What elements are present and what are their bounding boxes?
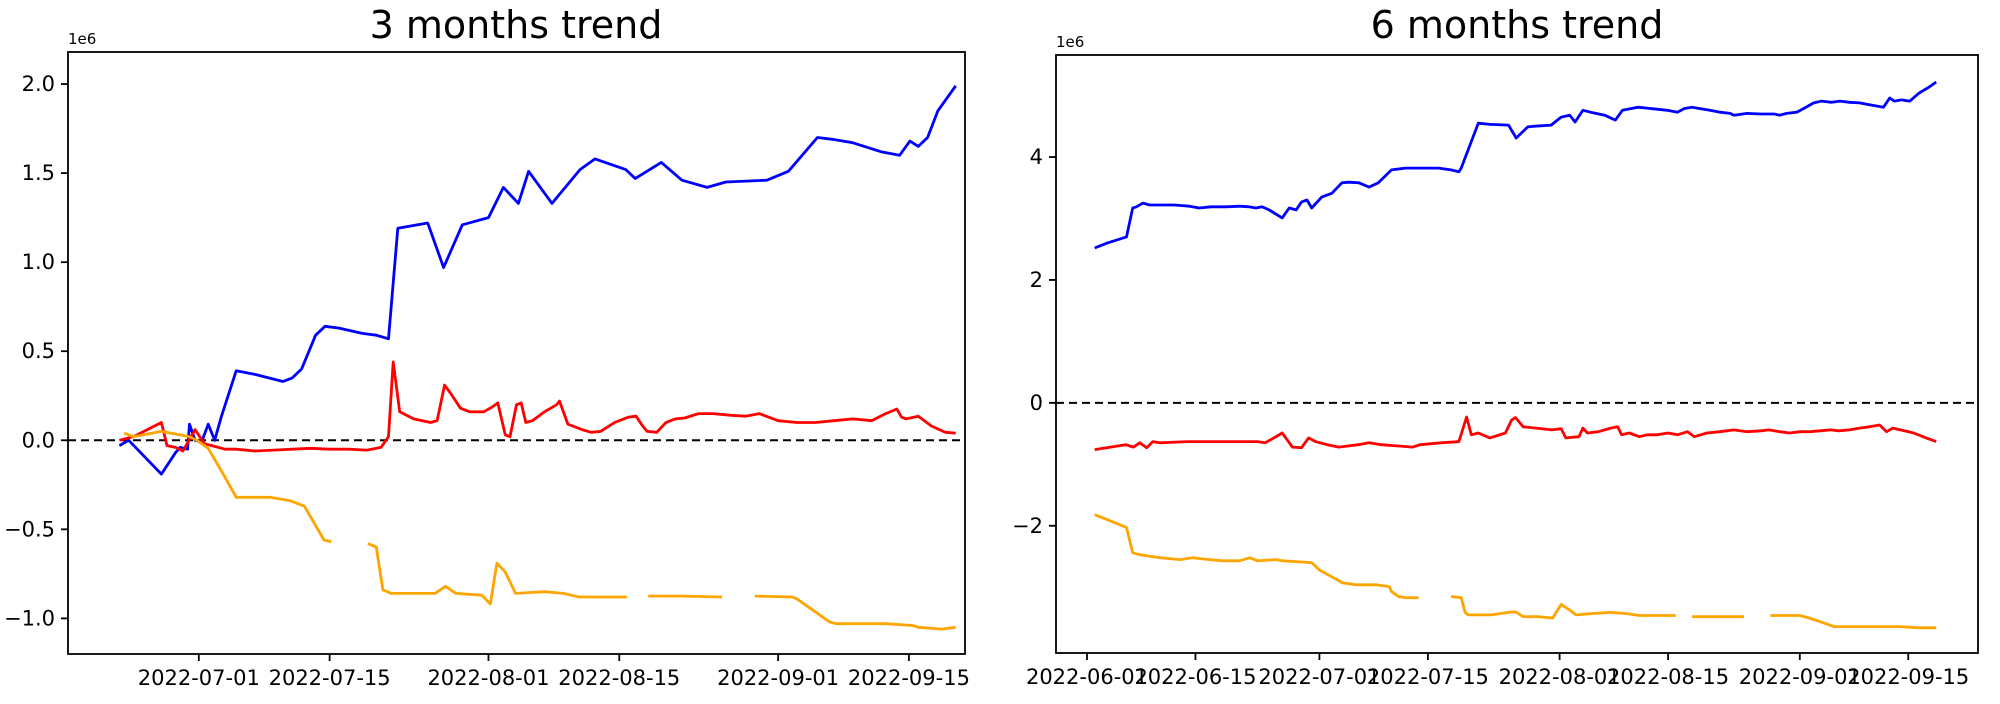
x-tick-label: 2022-09-01	[1739, 665, 1861, 689]
left-y-axis-offset-label: 1e6	[68, 30, 96, 48]
x-tick-label: 2022-07-15	[269, 666, 391, 690]
x-tick-label: 2022-07-01	[138, 666, 260, 690]
x-tick-label: 2022-07-01	[1258, 665, 1380, 689]
series-blue	[118, 84, 957, 476]
y-tick-label: 1.5	[22, 161, 55, 185]
y-tick-label: 0	[1030, 391, 1043, 415]
y-tick-label: −2	[1012, 514, 1043, 538]
y-tick-label: 0.5	[22, 339, 55, 363]
y-tick-label: −0.5	[4, 517, 55, 541]
x-tick-label: 2022-06-15	[1134, 665, 1256, 689]
y-tick-label: 1.0	[22, 250, 55, 274]
y-tick-label: 2.0	[22, 72, 55, 96]
y-tick-label: 4	[1030, 145, 1043, 169]
series-red	[1094, 415, 1937, 451]
x-tick-label: 2022-07-15	[1367, 665, 1489, 689]
left-chart-3-months: 2022-07-01 2022-07-15 2022-08-01 2022-08-15…	[4, 51, 970, 690]
x-tick-label: 2022-09-01	[717, 666, 839, 690]
x-tick-label: 2022-08-15	[558, 666, 680, 690]
right-y-axis-offset-label: 1e6	[1056, 33, 1084, 51]
right-chart-title: 6 months trend	[1371, 3, 1664, 47]
series-blue	[1094, 80, 1938, 250]
x-tick-label: 2022-09-15	[1847, 665, 1969, 689]
series-orange	[123, 429, 332, 544]
series-orange	[1094, 513, 1419, 600]
y-tick-label: 0.0	[22, 428, 55, 452]
x-tick-label: 2022-08-01	[427, 666, 549, 690]
x-tick-label: 2022-06-01	[1026, 665, 1148, 689]
series-orange	[648, 594, 723, 599]
series-red	[119, 360, 956, 453]
x-tick-label: 2022-08-01	[1499, 665, 1621, 689]
series-orange	[367, 542, 627, 606]
series-orange	[1770, 614, 1937, 630]
axes-spines	[67, 51, 966, 655]
left-chart-title: 3 months trend	[370, 3, 663, 47]
y-tick-label: −1.0	[4, 606, 55, 630]
y-tick-label: 2	[1030, 268, 1043, 292]
x-tick-label: 2022-09-15	[848, 666, 970, 690]
series-orange	[1450, 595, 1676, 620]
series-orange	[754, 594, 956, 631]
x-tick-label: 2022-08-15	[1607, 665, 1729, 689]
axes-spines	[1055, 54, 1979, 654]
